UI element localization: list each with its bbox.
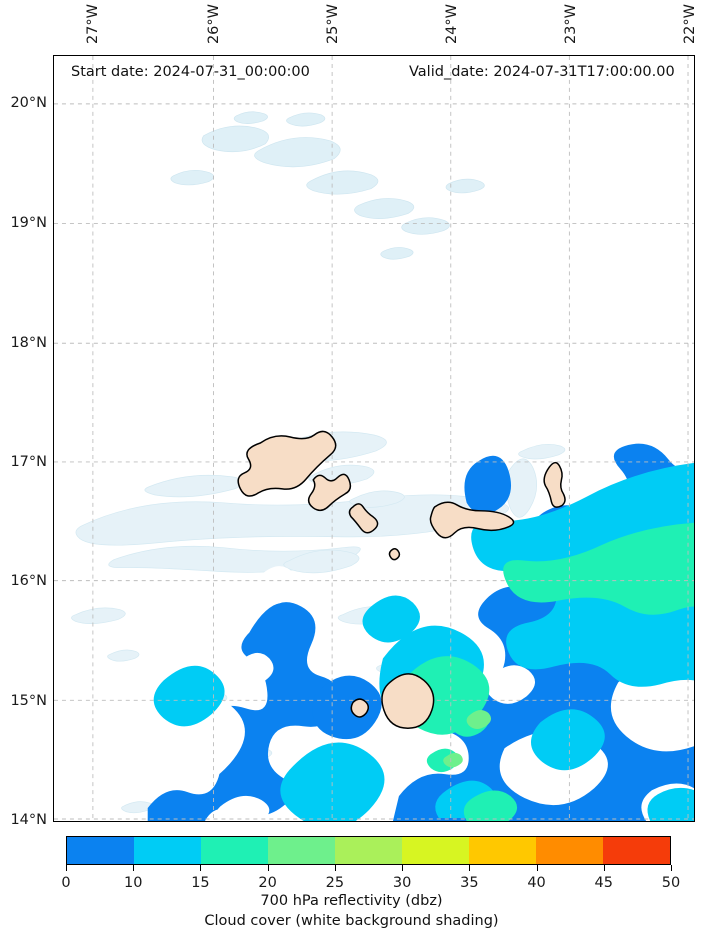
- colorbar-ticklabel-20: 20: [258, 875, 277, 891]
- x-tick-24W: 24°W: [444, 4, 460, 45]
- y-tick-16N: 16°N: [10, 573, 47, 589]
- colorbar-swatch-5: [402, 837, 469, 864]
- x-tick-25W: 25°W: [325, 4, 341, 45]
- colorbar-ticklabel-15: 15: [191, 875, 210, 891]
- colorbar-tickmark-35: [469, 865, 471, 871]
- colorbar-tickmark-45: [603, 865, 605, 871]
- colorbar-tickmark-40: [536, 865, 538, 871]
- reflectivity-contour-layer: [147, 338, 694, 821]
- y-tick-19N: 19°N: [10, 215, 47, 231]
- colorbar-tickmark-15: [200, 865, 202, 871]
- colorbar-swatch-0: [67, 837, 134, 864]
- x-tick-26W: 26°W: [206, 4, 222, 45]
- colorbar-ticklabel-25: 25: [325, 875, 345, 891]
- colorbar-swatch-1: [134, 837, 201, 864]
- x-tick-27W: 27°W: [85, 4, 101, 45]
- colorbar-tickmark-20: [267, 865, 269, 871]
- x-tick-22W: 22°W: [682, 4, 698, 45]
- colorbar-ticklabel-40: 40: [527, 875, 546, 891]
- y-tick-17N: 17°N: [10, 454, 47, 470]
- y-tick-18N: 18°N: [10, 335, 47, 351]
- map-axes: Start date: 2024-07-31_00:00:00 Valid_da…: [53, 55, 695, 822]
- colorbar-swatch-3: [268, 837, 335, 864]
- y-tick-15N: 15°N: [10, 693, 47, 709]
- reflectivity-band-20-25: [443, 710, 492, 768]
- valid-date-label: Valid_date: 2024-07-31T17:00:00.00: [409, 64, 675, 80]
- colorbar-swatch-4: [335, 837, 402, 864]
- colorbar-swatch-7: [536, 837, 603, 864]
- colorbar-swatch-8: [603, 837, 670, 864]
- colorbar-swatch-6: [469, 837, 536, 864]
- colorbar-tickmark-30: [402, 865, 404, 871]
- colorbar-ticklabel-35: 35: [460, 875, 479, 891]
- map-plot-area: Start date: 2024-07-31_00:00:00 Valid_da…: [54, 56, 694, 821]
- colorbar-ticklabel-45: 45: [594, 875, 613, 891]
- x-tick-23W: 23°W: [563, 4, 579, 45]
- colorbar-tickmark-0: [66, 865, 67, 871]
- colorbar[interactable]: [66, 836, 671, 865]
- y-tick-14N: 14°N: [10, 812, 47, 828]
- graticule-gridlines: [54, 56, 694, 821]
- colorbar-tickmark-25: [334, 865, 336, 871]
- y-tick-20N: 20°N: [10, 95, 47, 111]
- colorbar-ticklabel-10: 10: [123, 875, 143, 891]
- colorbar-swatch-2: [201, 837, 268, 864]
- colorbar-tickmark-10: [133, 865, 135, 871]
- colorbar-ticks: 0 10 15 20 25 30 35 40 45 50: [61, 865, 680, 891]
- start-date-label: Start date: 2024-07-31_00:00:00: [71, 64, 310, 80]
- colorbar-ticklabel-0: 0: [61, 875, 71, 891]
- colorbar-ticklabel-30: 30: [392, 875, 412, 891]
- colorbar-tickmark-50: [671, 865, 672, 871]
- coastline-islands-layer: [237, 430, 566, 729]
- colorbar-caption-primary: 700 hPa reflectivity (dbz): [260, 893, 443, 909]
- colorbar-ticklabel-50: 50: [661, 875, 681, 891]
- colorbar-caption-secondary: Cloud cover (white background shading): [204, 913, 499, 929]
